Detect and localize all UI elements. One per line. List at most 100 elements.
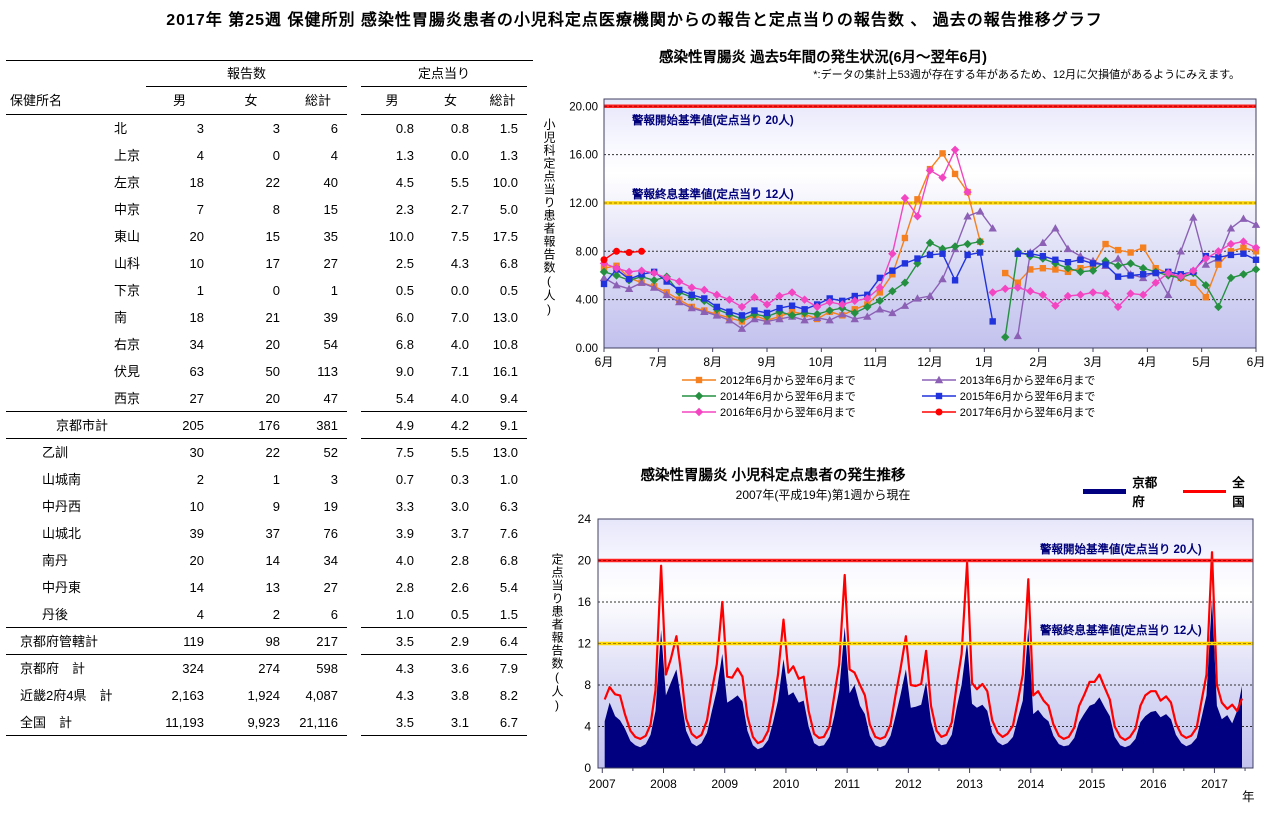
table-cell: 27: [323, 256, 338, 271]
chart2-legend: 京都府 全 国: [1083, 472, 1269, 510]
table-cell: 7.5: [395, 445, 414, 460]
table-cell: 6.8: [499, 553, 518, 568]
table-cell: 15: [265, 229, 280, 244]
table-cell: 76: [323, 526, 338, 541]
table-cell: 52: [323, 445, 338, 460]
chart1-note: *:データの集計上53週が存在する年があるため、12月に欠損値があるようにみえま…: [813, 69, 1240, 81]
row-name: 丹後: [42, 607, 69, 622]
table-row: 丹後 4 2 6 1.0 0.5 1.5: [6, 601, 533, 628]
table-cell: 18: [189, 310, 204, 325]
chart2-y-tick: 8: [584, 678, 591, 692]
chart2-alert-start-label: 警報開始基準値(定点当り 20人): [1040, 544, 1202, 556]
table-cell: 13.0: [492, 310, 518, 325]
legend-label: 2014年6月から翌年6月まで: [720, 391, 856, 403]
chart2-y-tick: 0: [584, 761, 591, 775]
table-row: 山科 10 17 27 2.5 4.3 6.8: [6, 250, 533, 277]
table-cell: 1: [196, 283, 204, 298]
health-center-table: 報告数 定点当り 保健所名 男 女 総計 男 女 総計 北 3 3 6 0.8 0.8 1.…: [6, 60, 533, 736]
chart1-x-tick: 10月: [809, 355, 834, 369]
chart2-y-axis-label: 定点当り患者報告数(人): [550, 553, 564, 713]
table-cell: 9.4: [499, 391, 518, 406]
table-cell: 10.0: [492, 175, 518, 190]
table-cell: 27: [189, 391, 204, 406]
table-cell: 6: [330, 607, 338, 622]
table-cell: 0.8: [450, 121, 469, 136]
row-name: 山城南: [42, 472, 82, 487]
table-cell: 20: [265, 391, 280, 406]
chart2-title: 感染性胃腸炎 小児科定点患者の発生推移: [640, 468, 906, 484]
table-cell: 22: [265, 445, 280, 460]
row-name: 近畿2府4県 計: [20, 688, 113, 703]
table-cell: 1: [272, 472, 280, 487]
table-cell: 4: [330, 148, 338, 163]
group-header-spacer: [6, 61, 146, 87]
table-cell: 11,193: [165, 715, 204, 730]
legend-marker-icon: [682, 376, 716, 384]
row-name: 全国 計: [20, 715, 73, 730]
table-cell: 19: [323, 499, 338, 514]
row-name: 伏見: [114, 364, 141, 379]
national-line-swatch-icon: [1183, 489, 1227, 493]
table-cell: 3.1: [450, 715, 469, 730]
table-cell: 1: [330, 283, 338, 298]
chart1-y-axis-label: 小児科定点当り患者報告数(人): [542, 118, 556, 317]
legend-label: 2016年6月から翌年6月まで: [720, 407, 856, 419]
table-cell: 22: [265, 175, 280, 190]
table-cell: 6.0: [395, 310, 414, 325]
chart2-x-tick: 2010: [773, 777, 800, 791]
row-name: 中丹東: [42, 580, 82, 595]
table-row: 上京 4 0 4 1.3 0.0 1.3: [6, 142, 533, 169]
legend-label: 全 国: [1232, 476, 1258, 509]
row-name: 中京: [114, 202, 141, 217]
chart2-x-tick: 2007: [589, 777, 616, 791]
table-cell: 3: [196, 121, 204, 136]
table-cell: 4.2: [450, 418, 469, 433]
chart2-x-tick: 2016: [1140, 777, 1167, 791]
legend-item: 全 国: [1183, 472, 1269, 510]
table-cell: 35: [323, 229, 338, 244]
legend-label: 京都府: [1132, 476, 1158, 509]
table-cell: 2.8: [395, 580, 414, 595]
table-cell: 21,116: [299, 715, 338, 730]
chart1-x-tick: 11月: [863, 355, 887, 369]
table-cell: 4.3: [395, 661, 414, 676]
table-cell: 13.0: [492, 445, 518, 460]
chart1-x-tick: 5月: [1192, 355, 1211, 369]
table-cell: 5.5: [450, 445, 469, 460]
row-name: 京都府 計: [20, 661, 86, 676]
group-header-reports: 報告数: [146, 61, 347, 87]
chart1-alert-end-label: 警報終息基準値(定点当り 12人): [632, 189, 794, 201]
table-cell: 18: [189, 175, 204, 190]
table-cell: 4.5: [395, 175, 414, 190]
legend-marker-icon: [682, 407, 716, 417]
table-cell: 4.9: [395, 418, 414, 433]
table-cell: 7: [196, 202, 204, 217]
table-cell: 2: [272, 607, 280, 622]
table-cell: 10: [189, 256, 204, 271]
table-cell: 0.3: [450, 472, 469, 487]
table-row: 乙訓 30 22 52 7.5 5.5 13.0: [6, 439, 533, 466]
table-row: 京都府管轄計 119 98 217 3.5 2.9 6.4: [6, 628, 533, 655]
table-row: 右京 34 20 54 6.8 4.0 10.8: [6, 331, 533, 358]
table-cell: 1.5: [499, 121, 518, 136]
column-header-female-2: 女: [443, 93, 457, 108]
chart2-x-axis-label: 年: [1242, 790, 1255, 804]
table-body: 北 3 3 6 0.8 0.8 1.5 上京 4 0 4 1.3 0.0 1.3 左京 18 22 40 4.5 5.…: [6, 115, 533, 736]
table-cell: 0: [272, 283, 280, 298]
chart2-subtitle: 2007年(平成19年)第1週から現在: [735, 488, 911, 502]
table-cell: 7.1: [450, 364, 469, 379]
row-name: 北: [114, 121, 128, 136]
chart2-x-tick: 2013: [956, 777, 983, 791]
chart1-x-tick: 8月: [703, 355, 722, 369]
chart1-y-tick: 8.00: [576, 246, 598, 258]
chart1-y-tick: 20.00: [569, 101, 598, 113]
table-row: 山城北 39 37 76 3.9 3.7 7.6: [6, 520, 533, 547]
table-cell: 21: [265, 310, 280, 325]
table-cell: 30: [189, 445, 204, 460]
table-cell: 5.5: [450, 175, 469, 190]
table-row: 南 18 21 39 6.0 7.0 13.0: [6, 304, 533, 331]
legend-item: 京都府: [1083, 472, 1169, 510]
table-cell: 324: [182, 661, 204, 676]
table-row: 中丹東 14 13 27 2.8 2.6 5.4: [6, 574, 533, 601]
